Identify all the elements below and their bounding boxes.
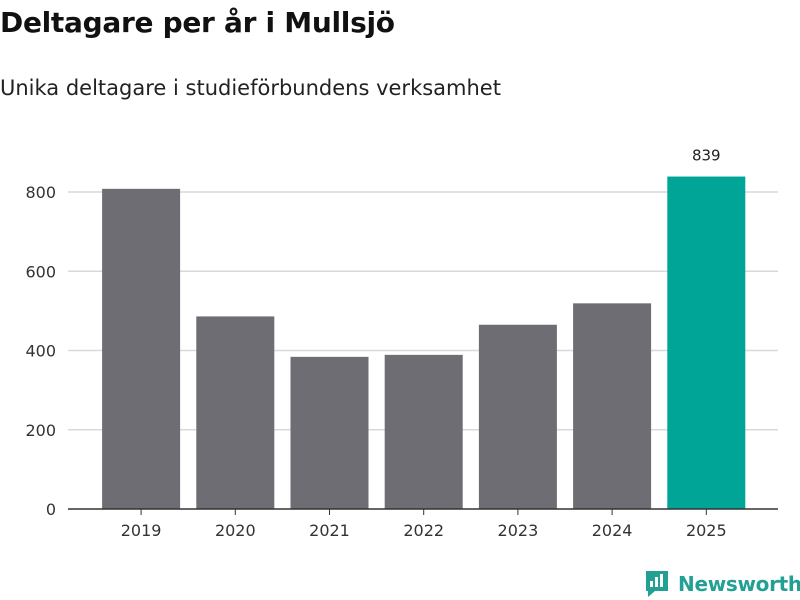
x-tick-label: 2023 — [498, 521, 539, 540]
x-tick-label: 2021 — [309, 521, 350, 540]
chart-title: Deltagare per år i Mullsjö — [0, 6, 395, 39]
x-tick-label: 2020 — [215, 521, 256, 540]
bars — [102, 176, 746, 509]
y-tick-label: 400 — [25, 342, 56, 361]
data-label: 839 — [692, 147, 721, 165]
y-tick-label: 600 — [25, 262, 56, 281]
x-tick-label: 2022 — [403, 521, 444, 540]
y-axis-ticks: 0 200 400 600 800 — [25, 183, 56, 519]
x-tick-label: 2019 — [121, 521, 162, 540]
x-tick-label: 2025 — [686, 521, 727, 540]
chart-subtitle: Unika deltagare i studieförbundens verks… — [0, 76, 501, 100]
bar-2025 — [667, 176, 746, 509]
y-tick-label: 0 — [46, 500, 56, 519]
bar-2022 — [384, 354, 463, 509]
newsworthy-logo-icon — [646, 571, 668, 597]
x-tick-label: 2024 — [592, 521, 633, 540]
bar-2019 — [102, 188, 181, 509]
bar-2021 — [290, 356, 369, 509]
y-tick-label: 200 — [25, 421, 56, 440]
y-tick-label: 800 — [25, 183, 56, 202]
brand-name: Newsworthy — [678, 572, 800, 596]
bar-2020 — [196, 316, 275, 509]
brand-logo: Newsworthy — [644, 568, 800, 600]
bar-2024 — [573, 303, 652, 509]
bar-2023 — [478, 324, 557, 509]
x-axis-ticks: 2019 2020 2021 2022 2023 2024 2025 — [121, 509, 727, 540]
data-labels: 839 — [692, 147, 721, 165]
